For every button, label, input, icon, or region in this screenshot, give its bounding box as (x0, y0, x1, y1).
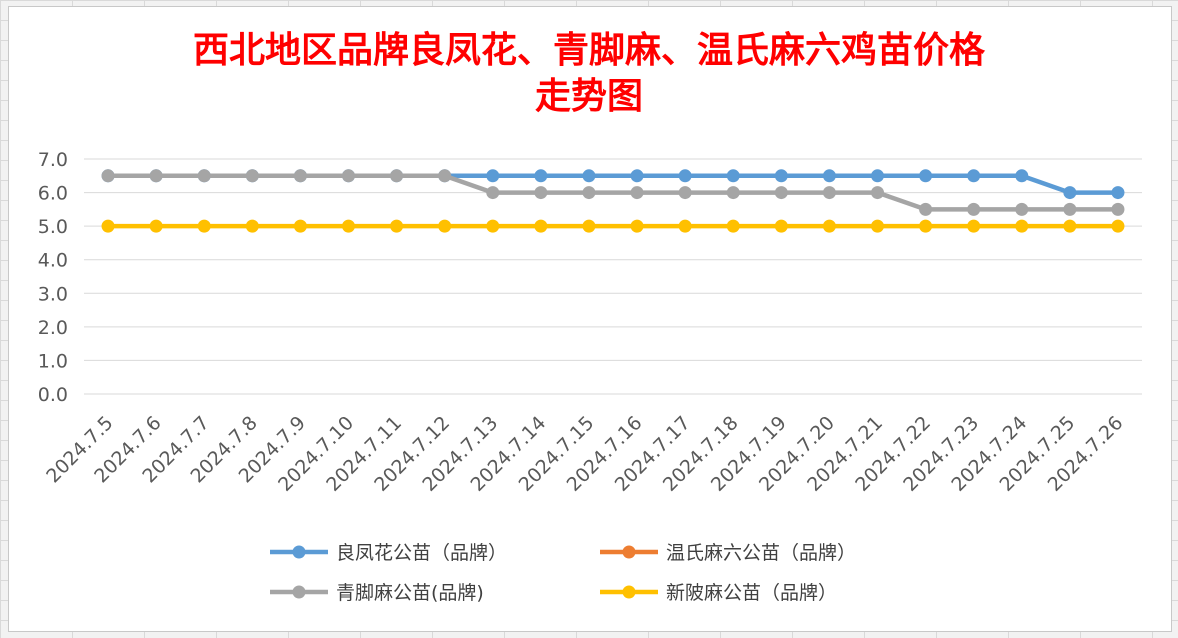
data-point (534, 186, 548, 200)
data-point (726, 169, 740, 183)
legend-marker (622, 585, 636, 599)
legend-marker (622, 545, 636, 559)
legend-entry: 温氏麻六公苗（品牌） (600, 542, 856, 564)
data-point (967, 202, 981, 216)
x-axis-tick-labels: 2024.7.52024.7.62024.7.72024.7.82024.7.9… (42, 412, 1127, 496)
data-point (1015, 219, 1029, 233)
data-point (678, 186, 692, 200)
data-point (630, 219, 644, 233)
y-tick-label: 0.0 (38, 384, 68, 406)
data-point (390, 219, 404, 233)
data-point (438, 169, 452, 183)
data-point (822, 186, 836, 200)
data-point (293, 169, 307, 183)
data-point (582, 169, 596, 183)
data-point (726, 186, 740, 200)
series-lines (101, 169, 1125, 233)
data-point (534, 169, 548, 183)
y-tick-label: 6.0 (38, 183, 68, 205)
data-point (486, 219, 500, 233)
chart-area[interactable] (8, 6, 1172, 632)
data-point (534, 219, 548, 233)
y-axis-tick-labels: 0.0 1.0 2.0 3.0 4.0 5.0 6.0 7.0 (38, 149, 68, 406)
data-point (582, 219, 596, 233)
data-point (822, 219, 836, 233)
data-point (871, 186, 884, 200)
chart-title-line-2: 走势图 (535, 75, 643, 117)
data-point (197, 219, 211, 233)
data-point (1111, 202, 1125, 216)
data-point (149, 219, 163, 233)
series-line (108, 173, 1118, 195)
data-point (197, 169, 211, 183)
data-point (871, 169, 884, 183)
chart-title-line-1: 西北地区品牌良凤花、青脚麻、温氏麻六鸡苗价格 (193, 29, 986, 71)
y-tick-label: 5.0 (38, 216, 68, 238)
series-3 (101, 219, 1125, 233)
legend-label: 青脚麻公苗(品牌) (336, 582, 484, 604)
data-point (919, 219, 933, 233)
data-point (486, 169, 500, 183)
y-tick-label: 7.0 (38, 149, 68, 171)
data-point (774, 219, 788, 233)
chart-title: 西北地区品牌良凤花、青脚麻、温氏麻六鸡苗价格 走势图 (193, 29, 986, 117)
data-point (678, 169, 692, 183)
data-point (967, 169, 981, 183)
data-point (486, 186, 500, 200)
data-point (101, 169, 115, 183)
data-point (342, 169, 355, 183)
data-point (774, 186, 788, 200)
data-point (1063, 219, 1077, 233)
y-tick-label: 1.0 (38, 350, 68, 372)
data-point (678, 219, 692, 233)
data-point (822, 169, 836, 183)
legend-marker (292, 585, 306, 599)
legend-entry: 青脚麻公苗(品牌) (270, 582, 484, 604)
data-point (1111, 186, 1125, 200)
legend-marker (292, 545, 306, 559)
data-point (293, 219, 307, 233)
legend: 良凤花公苗（品牌） 温氏麻六公苗（品牌） 青脚麻公苗(品牌) 新陂麻公苗（品牌） (270, 542, 856, 604)
data-point (438, 219, 452, 233)
data-point (774, 169, 788, 183)
data-point (342, 219, 355, 233)
legend-entry: 良凤花公苗（品牌） (270, 542, 507, 564)
data-point (1015, 169, 1029, 183)
y-tick-label: 4.0 (38, 250, 68, 272)
data-point (101, 219, 115, 233)
legend-label: 新陂麻公苗（品牌） (666, 582, 837, 604)
series-2 (101, 169, 1125, 216)
data-point (582, 186, 596, 200)
data-point (245, 219, 259, 233)
data-point (630, 169, 644, 183)
data-point (919, 202, 933, 216)
legend-entry: 新陂麻公苗（品牌） (600, 582, 837, 604)
data-point (630, 186, 644, 200)
data-point (871, 219, 884, 233)
data-point (1063, 202, 1077, 216)
legend-label: 温氏麻六公苗（品牌） (666, 542, 856, 564)
series-line (108, 173, 1118, 212)
data-point (1015, 202, 1029, 216)
legend-label: 良凤花公苗（品牌） (336, 542, 507, 564)
data-point (245, 169, 259, 183)
data-point (149, 169, 163, 183)
y-tick-label: 3.0 (38, 283, 68, 305)
data-point (1111, 219, 1125, 233)
data-point (390, 169, 404, 183)
y-tick-label: 2.0 (38, 317, 68, 339)
data-point (726, 219, 740, 233)
data-point (967, 219, 981, 233)
data-point (1063, 186, 1077, 200)
data-point (919, 169, 933, 183)
